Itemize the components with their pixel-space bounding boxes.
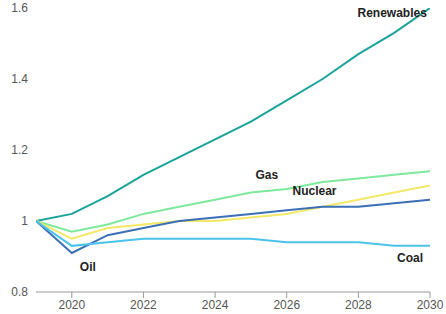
svg-text:2024: 2024 — [202, 298, 229, 312]
svg-text:1: 1 — [21, 214, 28, 228]
svg-text:1.6: 1.6 — [11, 1, 28, 15]
svg-text:Nuclear: Nuclear — [293, 184, 337, 198]
svg-text:Renewables: Renewables — [357, 6, 427, 20]
svg-text:2020: 2020 — [58, 298, 85, 312]
svg-text:1.2: 1.2 — [11, 143, 28, 157]
svg-text:1.4: 1.4 — [11, 72, 28, 86]
svg-text:2026: 2026 — [273, 298, 300, 312]
svg-text:Gas: Gas — [255, 168, 278, 182]
svg-text:Oil: Oil — [80, 260, 96, 274]
svg-text:2022: 2022 — [130, 298, 157, 312]
svg-text:2028: 2028 — [345, 298, 372, 312]
svg-text:0.8: 0.8 — [11, 285, 28, 299]
svg-text:Coal: Coal — [397, 251, 423, 265]
svg-text:2030: 2030 — [417, 298, 444, 312]
